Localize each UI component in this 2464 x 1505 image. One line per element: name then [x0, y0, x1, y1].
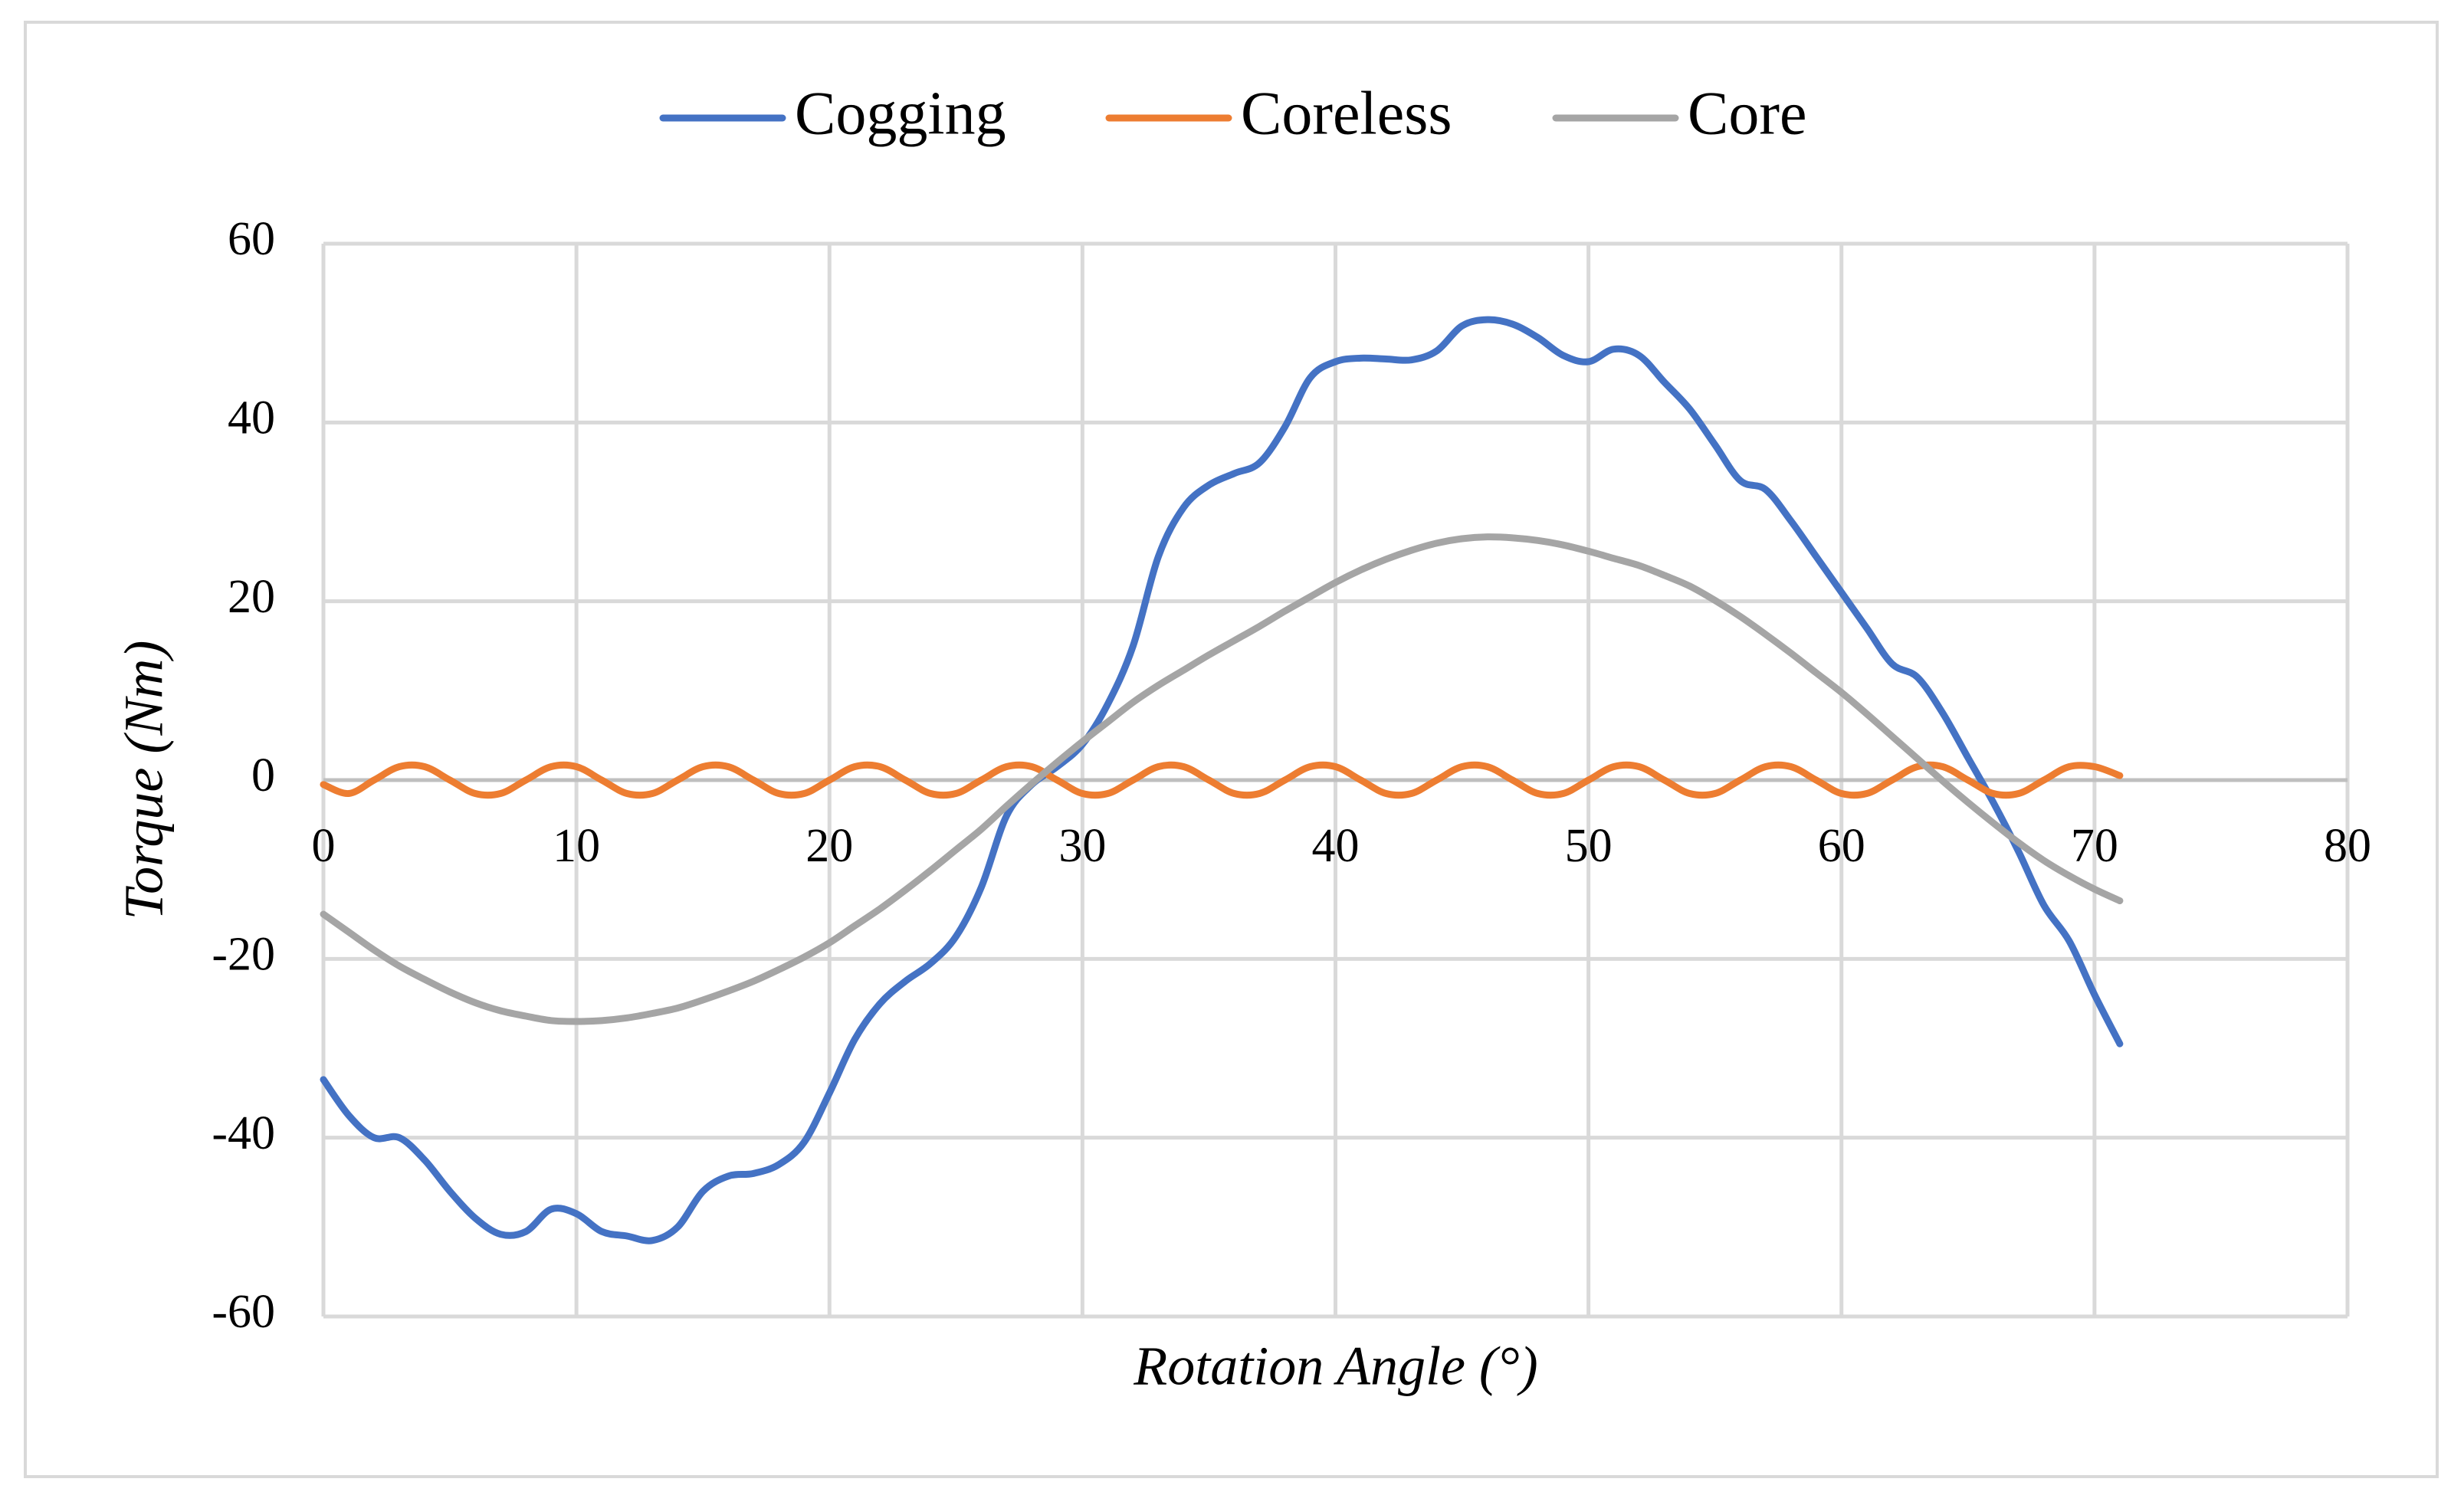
- legend-label: Cogging: [795, 80, 1006, 147]
- x-tick-label: 50: [1565, 820, 1613, 872]
- y-tick-label: -60: [212, 1286, 275, 1338]
- x-tick-label: 80: [2324, 820, 2371, 872]
- y-tick-label: 40: [228, 392, 275, 444]
- chart-border: [24, 21, 2439, 1478]
- x-tick-label: 30: [1058, 820, 1106, 872]
- y-tick-label: 20: [228, 571, 275, 623]
- y-tick-label: 0: [251, 749, 275, 802]
- series-line: [320, 761, 2124, 799]
- x-tick-label: 0: [312, 820, 336, 872]
- x-tick-label: 70: [2071, 820, 2118, 872]
- y-axis-title: Torque (Nm): [113, 641, 175, 920]
- y-tick-label: 60: [228, 213, 275, 265]
- x-axis-title: Rotation Angle (°): [1133, 1336, 1537, 1397]
- x-tick-label: 20: [805, 820, 853, 872]
- series-line: [320, 533, 2124, 1025]
- tick-labels: -60 -40 -20 0 20 40 60 0 10 20 30 40 50 60 70 80: [212, 213, 2371, 1338]
- y-tick-label: -40: [212, 1107, 275, 1159]
- legend: Cogging Coreless Core: [659, 80, 1807, 147]
- plot-lines: [320, 316, 2124, 1244]
- legend-label: Coreless: [1241, 80, 1452, 147]
- legend-label: Core: [1688, 80, 1807, 147]
- y-tick-label: -20: [212, 929, 275, 981]
- x-tick-label: 40: [1312, 820, 1360, 872]
- x-tick-label: 10: [553, 820, 600, 872]
- series-line: [320, 316, 2124, 1244]
- x-tick-label: 60: [1818, 820, 1865, 872]
